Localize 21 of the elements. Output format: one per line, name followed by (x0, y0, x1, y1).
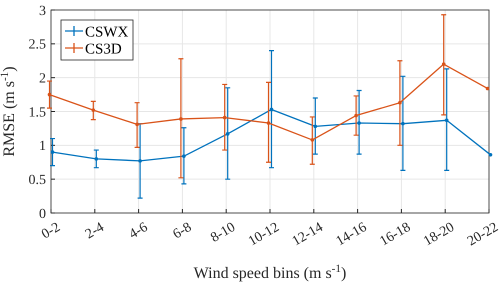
y-tick-label: 1.5 (28, 105, 46, 120)
x-tick-label: 16-18 (378, 220, 414, 250)
x-tick-label: 8-10 (208, 220, 238, 246)
y-tick-label: 0 (39, 206, 46, 222)
y-tick-label: 2.5 (28, 38, 46, 53)
x-tick-label: 18-20 (421, 220, 458, 250)
y-tick-label: 3 (39, 4, 46, 19)
x-tick-label: 12-14 (290, 220, 326, 250)
y-tick-label: 2 (39, 72, 46, 87)
x-tick-label: 14-16 (334, 220, 370, 250)
x-tick-label: 4-6 (126, 220, 150, 242)
x-axis-title: Wind speed bins (m s$^{-1}$) (194, 263, 346, 282)
y-tick-label: 1 (39, 139, 46, 154)
x-tick-label: 6-8 (170, 220, 194, 242)
x-tick-label: 20-22 (465, 220, 500, 250)
x-tick-label: 10-12 (246, 220, 282, 250)
y-tick-label: 0.5 (28, 173, 46, 188)
x-tick-label: 0-2 (39, 220, 63, 242)
x-tick-label: 2-4 (83, 220, 107, 242)
legend-label: CS3D (85, 41, 122, 58)
legend-label: CSWX (85, 24, 129, 40)
